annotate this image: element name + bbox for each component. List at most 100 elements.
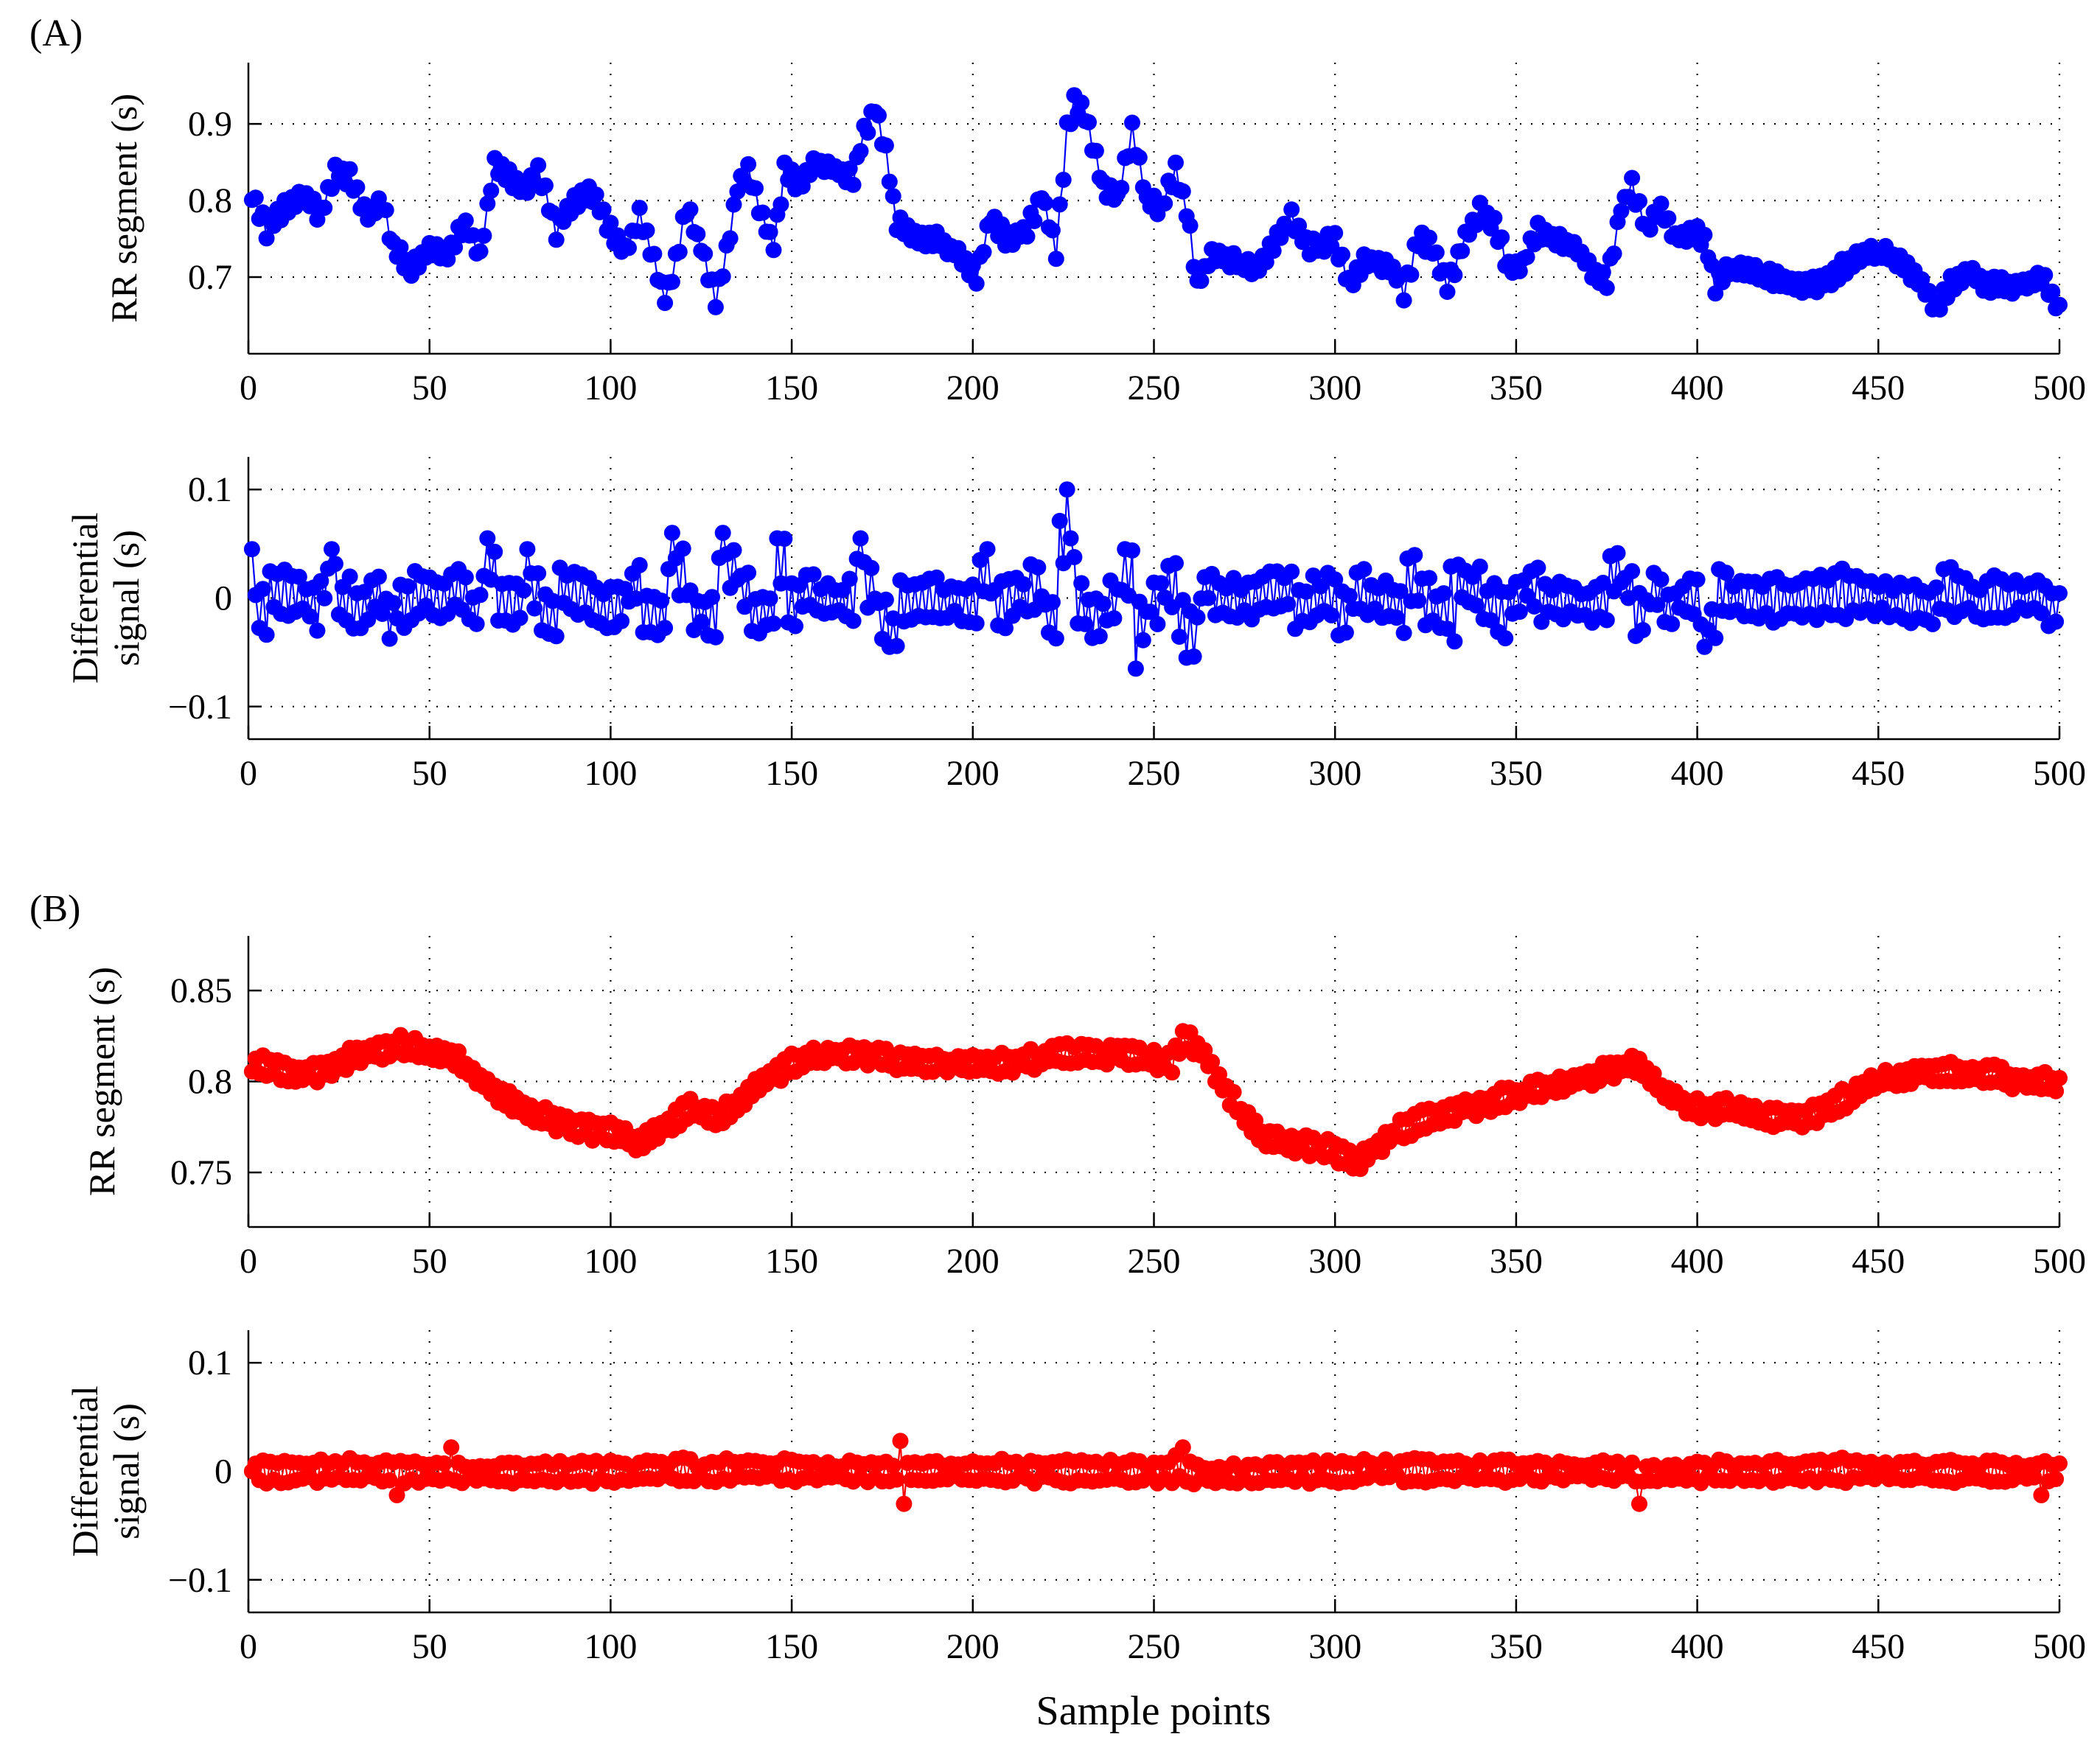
data-point bbox=[1928, 579, 1944, 596]
data-point bbox=[1026, 213, 1043, 229]
data-point bbox=[1428, 244, 1445, 261]
data-point bbox=[526, 600, 543, 617]
data-point bbox=[1134, 632, 1151, 648]
data-point bbox=[290, 568, 307, 585]
data-point bbox=[613, 612, 630, 629]
data-point bbox=[747, 180, 764, 197]
data-point bbox=[1511, 604, 1528, 620]
data-point bbox=[515, 582, 532, 599]
data-point bbox=[324, 541, 340, 558]
data-point bbox=[1211, 1066, 1227, 1083]
data-point bbox=[1707, 629, 1724, 646]
data-point bbox=[1087, 142, 1104, 159]
data-point bbox=[1297, 583, 1314, 600]
data-point bbox=[2037, 267, 2054, 284]
x-tick-label: 0 bbox=[240, 1242, 257, 1281]
data-point bbox=[1127, 660, 1144, 677]
data-point bbox=[1594, 264, 1611, 281]
x-tick-label: 0 bbox=[240, 754, 257, 793]
data-point bbox=[896, 1495, 913, 1512]
plot-a-differential-signal: 0 50 100 150 200 250 300 350 400 450 500−0.100.1Di… bbox=[64, 457, 2086, 793]
data-point bbox=[1598, 612, 1615, 629]
data-point bbox=[714, 525, 731, 542]
data-point bbox=[765, 242, 782, 259]
x-tick-label: 200 bbox=[946, 368, 1000, 408]
data-point bbox=[1291, 217, 1308, 234]
data-point bbox=[247, 189, 264, 206]
data-point bbox=[2051, 585, 2068, 601]
data-point bbox=[765, 615, 782, 632]
data-point bbox=[1073, 94, 1090, 111]
data-point bbox=[888, 637, 905, 654]
data-point bbox=[1265, 242, 1282, 259]
data-point bbox=[385, 595, 402, 612]
data-point bbox=[845, 176, 862, 193]
plot-b-rr-segment: 0 50 100 150 200 250 300 350 400 450 500 0.75 0.8 0.8… bbox=[81, 936, 2086, 1281]
data-point bbox=[1327, 571, 1344, 588]
data-point bbox=[1124, 114, 1140, 131]
data-point bbox=[979, 541, 996, 558]
data-point bbox=[475, 227, 492, 244]
data-point bbox=[663, 273, 680, 290]
y-tick-label: 0.1 bbox=[188, 470, 232, 509]
data-point bbox=[1062, 530, 1079, 547]
data-point bbox=[674, 540, 691, 557]
data-point bbox=[621, 240, 637, 256]
x-tick-label: 450 bbox=[1852, 368, 1905, 408]
data-point bbox=[776, 531, 793, 548]
data-point bbox=[740, 564, 757, 581]
plot-a-rr-segment: 0 50 100 150 200 250 300 350 400 450 500 0.7 0.8 0.9 R… bbox=[103, 63, 2086, 408]
data-point bbox=[1931, 301, 1948, 318]
data-point bbox=[1081, 113, 1097, 130]
y-axis-label: Differentialsignal (s) bbox=[64, 1385, 147, 1556]
data-point bbox=[443, 1439, 460, 1456]
x-tick-label: 150 bbox=[765, 1627, 818, 1666]
data-point bbox=[1493, 229, 1510, 246]
y-tick-label: 0.8 bbox=[188, 181, 232, 220]
data-point bbox=[1660, 210, 1677, 227]
data-point bbox=[1124, 542, 1140, 559]
data-point bbox=[587, 186, 604, 203]
x-tick-label: 400 bbox=[1671, 1627, 1724, 1666]
x-tick-label: 50 bbox=[412, 1242, 447, 1281]
data-point bbox=[468, 615, 485, 632]
data-point bbox=[2048, 1471, 2065, 1487]
data-point bbox=[1518, 248, 1535, 265]
panel-label-b: (B) bbox=[29, 888, 80, 930]
data-point bbox=[1446, 633, 1463, 650]
data-point bbox=[1106, 610, 1123, 626]
x-tick-label: 350 bbox=[1490, 1627, 1543, 1666]
y-tick-label: 0.85 bbox=[170, 971, 232, 1010]
data-point bbox=[1044, 222, 1061, 239]
x-tick-label: 250 bbox=[1128, 1242, 1181, 1281]
data-point bbox=[356, 584, 373, 601]
x-tick-label: 200 bbox=[946, 1242, 1000, 1281]
data-point bbox=[1015, 576, 1032, 592]
data-point bbox=[400, 578, 416, 595]
x-tick-label: 300 bbox=[1308, 1627, 1361, 1666]
data-point bbox=[1653, 571, 1670, 588]
x-tick-label: 0 bbox=[240, 1627, 257, 1666]
data-point bbox=[682, 201, 699, 218]
x-tick-label: 300 bbox=[1308, 368, 1361, 408]
data-point bbox=[1696, 638, 1713, 655]
x-tick-label: 500 bbox=[2033, 368, 2086, 408]
data-point bbox=[725, 542, 742, 559]
data-point bbox=[1337, 624, 1354, 641]
data-point bbox=[1312, 578, 1329, 595]
data-point bbox=[1283, 563, 1300, 580]
x-tick-label: 250 bbox=[1128, 1627, 1181, 1666]
data-point bbox=[512, 609, 529, 626]
data-point bbox=[1153, 575, 1170, 592]
data-point bbox=[877, 137, 894, 154]
data-point bbox=[479, 195, 496, 212]
data-point bbox=[1395, 292, 1412, 309]
data-point bbox=[653, 592, 670, 609]
data-point bbox=[1225, 1083, 1242, 1100]
y-axis-label: RR segment (s) bbox=[103, 94, 144, 323]
data-point bbox=[1174, 1439, 1191, 1456]
data-point bbox=[805, 566, 822, 583]
y-tick-label: 0 bbox=[214, 1452, 232, 1492]
data-point bbox=[1044, 594, 1061, 611]
data-point bbox=[1341, 587, 1358, 604]
